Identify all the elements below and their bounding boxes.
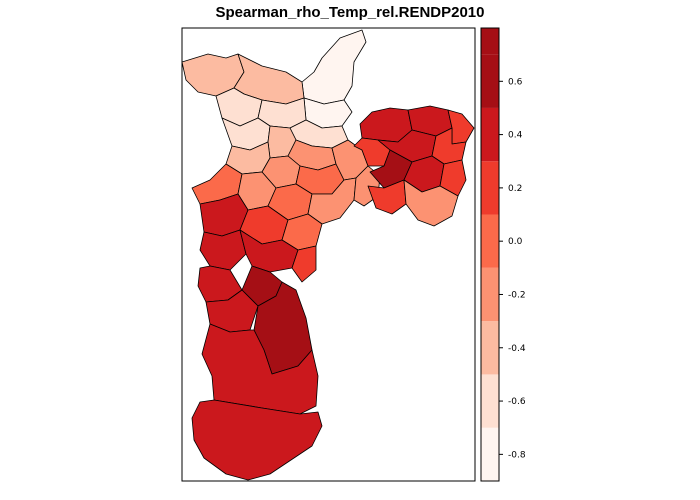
district-south-4[interactable] bbox=[199, 229, 247, 271]
legend-band bbox=[481, 214, 499, 268]
legend-tick-label: -0.6 bbox=[508, 397, 526, 407]
legend-band bbox=[481, 374, 499, 428]
district-marsilac[interactable] bbox=[191, 399, 323, 481]
legend-band bbox=[481, 427, 499, 481]
district-east-11[interactable] bbox=[403, 179, 459, 227]
legend-tick-label: 0.2 bbox=[508, 184, 522, 194]
legend-tick-label: 0.0 bbox=[508, 237, 523, 247]
district-layer bbox=[181, 29, 475, 481]
district-east-9[interactable] bbox=[439, 159, 467, 197]
map-title: Spearman_rho_Temp_rel.RENDP2010 bbox=[215, 4, 484, 21]
legend-band bbox=[481, 321, 499, 375]
legend-ticks: -0.8 -0.6 -0.4 -0.2 0.0 0.2 0.4 0.6 bbox=[499, 77, 526, 460]
legend-frame bbox=[480, 27, 500, 482]
legend-band bbox=[481, 267, 499, 322]
color-legend: -0.8 -0.6 -0.4 -0.2 0.0 0.2 0.4 0.6 bbox=[480, 27, 526, 482]
legend-band bbox=[481, 161, 499, 215]
map-frame bbox=[181, 27, 476, 482]
legend-tick-label: -0.4 bbox=[508, 344, 526, 354]
legend-tick-label: -0.8 bbox=[508, 450, 526, 460]
legend-tick-label: 0.4 bbox=[508, 131, 523, 141]
legend-color-bands bbox=[481, 28, 499, 481]
legend-band bbox=[481, 107, 499, 162]
legend-tick-label: -0.2 bbox=[508, 290, 526, 300]
district-north-far[interactable] bbox=[301, 29, 367, 105]
legend-band bbox=[481, 28, 499, 55]
district-south-6[interactable] bbox=[291, 245, 317, 283]
legend-tick-label: 0.6 bbox=[508, 77, 523, 87]
legend-band bbox=[481, 54, 499, 108]
district-south-large[interactable] bbox=[201, 323, 319, 415]
